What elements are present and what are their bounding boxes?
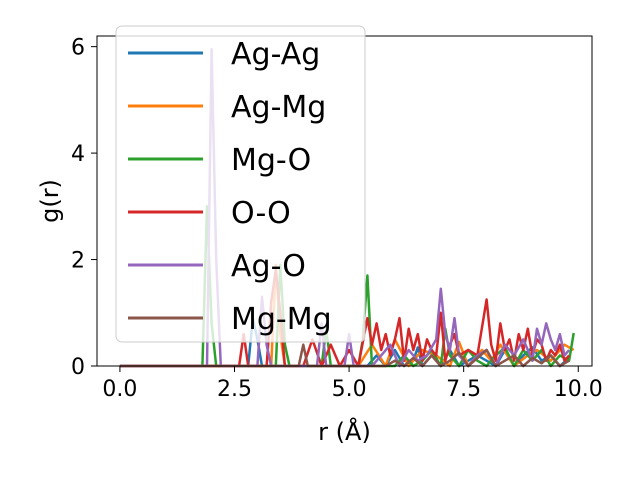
series-line-o-o <box>119 268 571 368</box>
series-line-ag-o <box>119 48 571 368</box>
legend-label-mg-o: Mg-O <box>231 143 311 178</box>
legend-box <box>115 25 366 343</box>
y-axis-label: g(r) <box>36 179 64 223</box>
y-tick-label: 0 <box>71 355 85 380</box>
legend-label-ag-ag: Ag-Ag <box>231 37 320 72</box>
legend: Ag-Ag Ag-Mg Mg-O O-O Ag-O Mg-Mg <box>115 25 366 343</box>
x-tick-label: 2.5 <box>217 377 252 402</box>
x-tick-label: 5.0 <box>332 377 367 402</box>
x-axis-label: r (Å) <box>318 417 371 446</box>
y-axis-ticks: 0 2 4 6 <box>71 36 97 380</box>
legend-label-ag-o: Ag-O <box>231 249 306 284</box>
x-tick-label: 10.0 <box>554 377 603 402</box>
x-axis-ticks: 0.0 2.5 5.0 7.5 10.0 <box>102 366 603 402</box>
x-tick-label: 0.0 <box>102 377 137 402</box>
legend-label-ag-mg: Ag-Mg <box>231 90 326 125</box>
legend-label-mg-mg: Mg-Mg <box>231 302 332 337</box>
y-tick-label: 6 <box>71 36 85 61</box>
legend-label-o-o: O-O <box>231 196 291 231</box>
y-tick-label: 4 <box>71 142 85 167</box>
x-tick-label: 7.5 <box>446 377 481 402</box>
y-tick-label: 2 <box>71 249 85 274</box>
